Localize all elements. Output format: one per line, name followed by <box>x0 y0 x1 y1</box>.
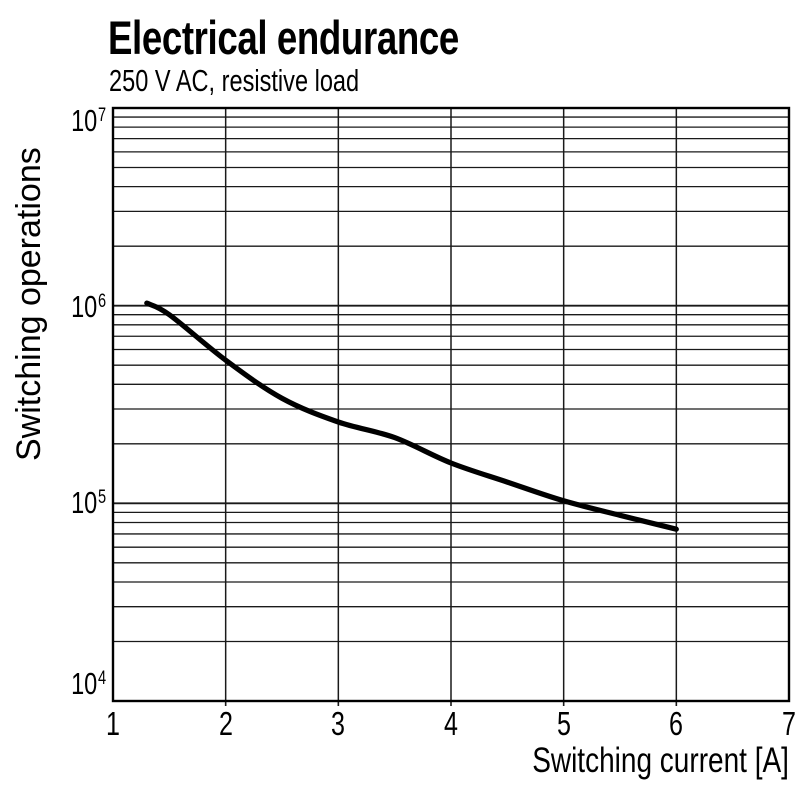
electrical-endurance-curve <box>144 300 679 532</box>
x-tick-label-1: 1 <box>106 705 120 742</box>
x-tick-label-4: 4 <box>444 705 458 742</box>
x-gridlines <box>224 108 678 706</box>
y-axis-title: Switching operations <box>10 147 48 461</box>
plot-border <box>111 106 791 703</box>
x-tick-label-5: 5 <box>557 705 571 742</box>
y-tick-base: 10 <box>70 666 98 701</box>
x-tick-label-2: 2 <box>219 705 233 742</box>
x-axis-title: Switching current [A] <box>532 741 789 780</box>
y-tick-label-1e6: 106 <box>71 291 106 328</box>
chart-title: Electrical endurance <box>108 11 459 64</box>
y-tick-exponent: 5 <box>97 487 106 509</box>
y-tick-exponent: 7 <box>97 105 106 127</box>
x-tick-label-7: 7 <box>782 705 796 742</box>
y-tick-base: 10 <box>70 289 98 324</box>
y-tick-base: 10 <box>70 485 98 520</box>
y-gridlines <box>113 116 789 643</box>
x-tick-label-3: 3 <box>331 705 345 742</box>
y-tick-base: 10 <box>70 103 98 138</box>
y-tick-label-1e5: 105 <box>71 487 106 524</box>
chart-subtitle: 250 V AC, resistive load <box>109 63 360 98</box>
y-tick-exponent: 4 <box>97 668 106 690</box>
y-tick-exponent: 6 <box>97 291 106 313</box>
x-tick-label-6: 6 <box>669 705 683 742</box>
y-tick-label-1e4: 104 <box>71 668 106 705</box>
y-tick-label-1e7: 107 <box>71 105 106 142</box>
